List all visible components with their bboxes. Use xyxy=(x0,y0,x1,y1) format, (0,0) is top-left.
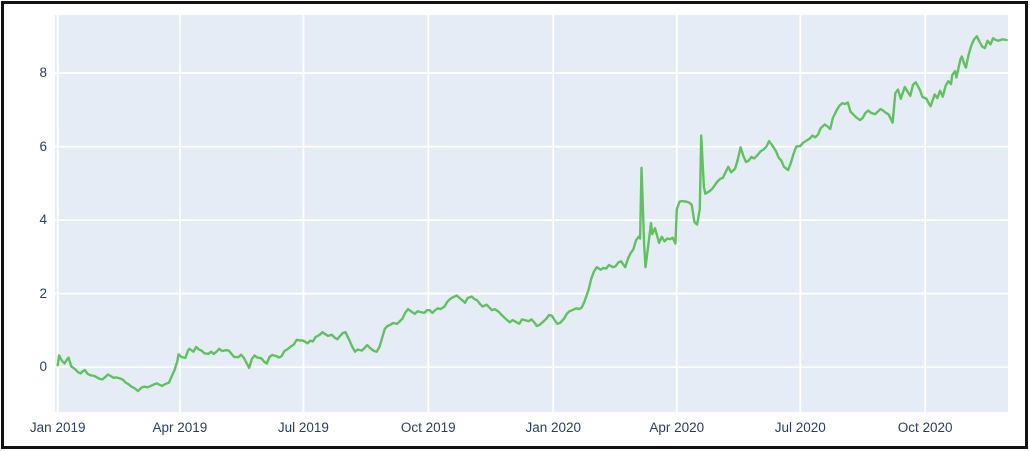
x-axis-tick-label: Oct 2019 xyxy=(400,420,456,435)
y-axis-tick-label: 2 xyxy=(39,285,47,301)
x-axis-tick-label: Jan 2019 xyxy=(29,420,86,435)
plot-area[interactable] xyxy=(55,15,1008,412)
y-axis-tick-label: 0 xyxy=(39,359,47,375)
x-axis-tick-label: Apr 2020 xyxy=(649,420,705,435)
y-axis-tick-label: 8 xyxy=(39,65,47,81)
y-axis-tick-label: 6 xyxy=(39,138,47,154)
x-axis-tick-label: Jul 2019 xyxy=(277,420,329,435)
x-axis-tick-label: Jul 2020 xyxy=(774,420,826,435)
y-axis-tick-label: 4 xyxy=(39,212,47,228)
x-axis-tick-label: Jan 2020 xyxy=(525,420,581,435)
line-series xyxy=(56,35,1008,393)
plot-background xyxy=(55,15,1008,412)
x-axis-tick-label: Oct 2020 xyxy=(897,420,953,435)
line-chart xyxy=(55,15,1008,412)
x-axis-tick-label: Apr 2019 xyxy=(152,420,208,435)
